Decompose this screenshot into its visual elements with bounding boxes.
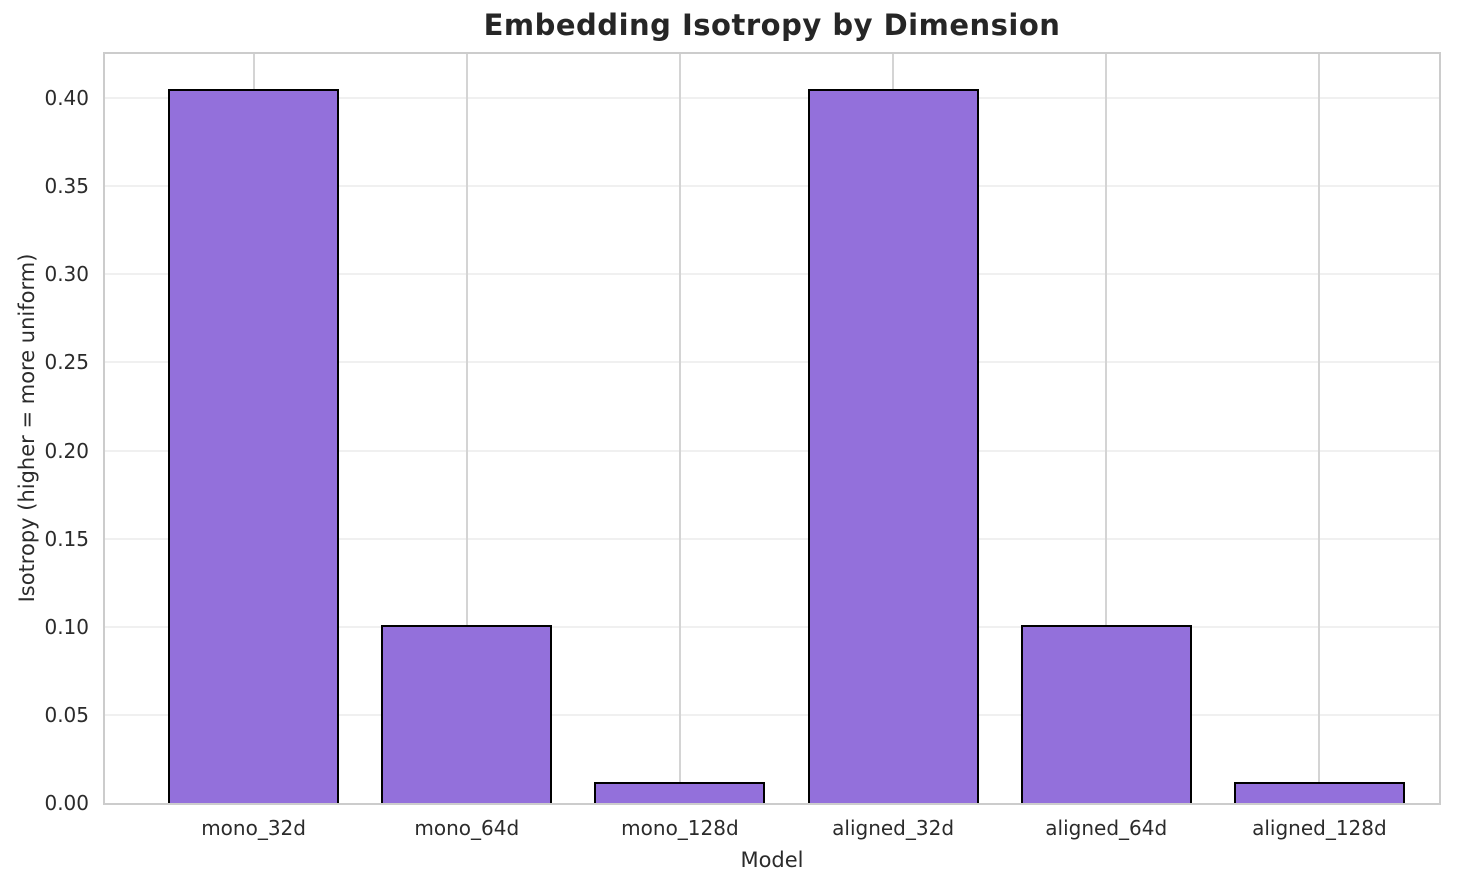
vertical-gridline (1318, 54, 1321, 803)
bar-aligned_32d (807, 89, 979, 803)
horizontal-gridline (105, 449, 1439, 452)
x-tick-label-aligned_128d: aligned_128d (1252, 816, 1387, 840)
vertical-gridline (1105, 54, 1108, 803)
x-tick-label-mono_128d: mono_128d (621, 816, 739, 840)
x-tick-label-aligned_32d: aligned_32d (832, 816, 955, 840)
horizontal-gridline (105, 273, 1439, 276)
y-tick-label-0.25: 0.25 (44, 350, 89, 375)
vertical-gridline (465, 54, 468, 803)
y-tick-label-0.40: 0.40 (44, 86, 89, 111)
y-tick-label-0.30: 0.30 (44, 262, 89, 287)
horizontal-gridline (105, 185, 1439, 188)
y-axis-label: Isotropy (higher = more uniform) (15, 253, 39, 603)
x-tick-label-aligned_64d: aligned_64d (1045, 816, 1168, 840)
horizontal-gridline (105, 625, 1439, 628)
horizontal-gridline (105, 97, 1439, 100)
chart-title: Embedding Isotropy by Dimension (483, 8, 1061, 42)
y-tick-label-0.05: 0.05 (44, 702, 89, 727)
bar-aligned_64d (1020, 625, 1192, 803)
bar-mono_32d (168, 89, 340, 803)
horizontal-gridline (105, 361, 1439, 364)
y-tick-label-0.15: 0.15 (44, 526, 89, 551)
y-tick-label-0.20: 0.20 (44, 438, 89, 463)
horizontal-gridline (105, 713, 1439, 716)
bar-mono_64d (381, 625, 553, 803)
y-tick-label-0.35: 0.35 (44, 174, 89, 199)
bar-aligned_128d (1233, 782, 1405, 803)
y-tick-label-0.00: 0.00 (44, 791, 89, 815)
plot-area (103, 52, 1441, 805)
bar-mono_128d (594, 782, 766, 803)
x-axis-label: Model (740, 848, 804, 872)
x-tick-label-mono_32d: mono_32d (201, 816, 306, 840)
x-tick-label-mono_64d: mono_64d (414, 816, 520, 840)
vertical-gridline (678, 54, 681, 803)
y-tick-label-0.10: 0.10 (44, 614, 89, 639)
horizontal-gridline (105, 537, 1439, 540)
